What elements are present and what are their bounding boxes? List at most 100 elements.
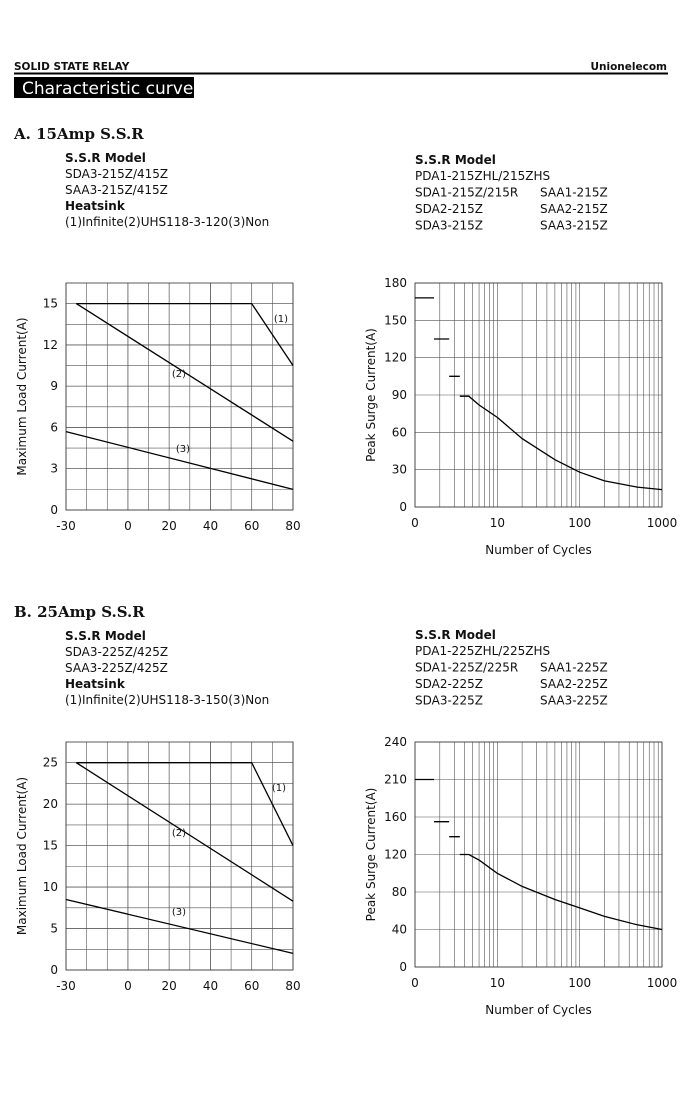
series-label: (3) [176, 444, 190, 455]
x-tick-label: -30 [56, 519, 76, 533]
model-label: S.S.R Model [415, 153, 496, 167]
x-tick-label: 1000 [647, 516, 678, 530]
model: PDA1-225ZHL/225ZHS [415, 644, 550, 658]
y-axis-label: Maximum Load Current(A) [15, 317, 29, 475]
plot-frame [414, 741, 663, 968]
x-tick-label: -30 [56, 979, 76, 993]
brand: Unionelecom [590, 61, 667, 73]
plot-frame [65, 741, 294, 971]
x-tick-label: 10 [490, 516, 505, 530]
y-tick-label: 15 [43, 297, 58, 311]
y-tick-label: 0 [50, 503, 58, 517]
series-line [65, 430, 294, 491]
heatsink-label: Heatsink [65, 199, 126, 213]
model-label: S.S.R Model [65, 629, 146, 643]
model: SAA2-215Z [540, 202, 608, 216]
x-tick-label: 20 [162, 979, 177, 993]
y-tick-label: 9 [50, 379, 58, 393]
plot-frame [65, 282, 294, 511]
y-tick-label: 0 [399, 960, 407, 974]
heatsink-label: Heatsink [65, 677, 126, 691]
y-tick-label: 0 [50, 963, 58, 977]
series-line [65, 898, 294, 955]
x-tick-label: 40 [203, 979, 218, 993]
y-tick-label: 210 [384, 773, 407, 787]
y-tick-label: 60 [392, 425, 407, 439]
x-tick-label: 0 [124, 519, 132, 533]
series-label: (1) [272, 783, 286, 794]
model: SDA2-225Z [415, 677, 483, 691]
y-tick-label: 120 [384, 351, 407, 365]
y-tick-label: 180 [384, 276, 407, 290]
doc-subtitle: SOLID STATE RELAY [14, 61, 130, 73]
series-line [415, 297, 663, 491]
x-tick-label: 100 [568, 976, 591, 990]
series-label: (2) [172, 828, 186, 839]
y-axis-label: Peak Surge Current(A) [364, 328, 378, 462]
y-tick-label: 10 [43, 880, 58, 894]
y-tick-label: 160 [384, 810, 407, 824]
x-axis-label: Number of Cycles [485, 1003, 591, 1017]
model: SAA3-215Z/415Z [65, 183, 168, 197]
doc-title: Characteristic curve [22, 79, 193, 99]
y-tick-label: 150 [384, 313, 407, 327]
model: SDA3-215Z [415, 219, 483, 233]
model: PDA1-215ZHL/215ZHS [415, 169, 550, 183]
heatsink: (1)Infinite(2)UHS118-3-120(3)Non [65, 215, 269, 229]
series-line [76, 302, 294, 366]
model: SAA1-215Z [540, 186, 608, 200]
x-tick-label: 10 [490, 976, 505, 990]
model: SAA2-225Z [540, 677, 608, 691]
model: SAA1-225Z [540, 661, 608, 675]
series-line [75, 762, 294, 902]
x-tick-label: 0 [411, 976, 419, 990]
x-tick-label: 1000 [647, 976, 678, 990]
series-line [75, 303, 294, 442]
series-label: (3) [172, 907, 186, 918]
x-tick-label: 0 [411, 516, 419, 530]
y-tick-label: 90 [392, 388, 407, 402]
y-tick-label: 15 [43, 839, 58, 853]
y-tick-label: 120 [384, 848, 407, 862]
x-tick-label: 60 [244, 979, 259, 993]
y-tick-label: 6 [50, 420, 58, 434]
section-title: A. 15Amp S.S.R [13, 125, 144, 143]
title-box [14, 77, 194, 98]
y-axis-label: Maximum Load Current(A) [15, 777, 29, 935]
series-label: (1) [274, 314, 288, 325]
y-tick-label: 20 [43, 797, 58, 811]
model: SDA2-215Z [415, 202, 483, 216]
x-tick-label: 60 [244, 519, 259, 533]
x-axis-label: Number of Cycles [485, 543, 591, 557]
y-tick-label: 25 [43, 756, 58, 770]
plot-frame [414, 282, 663, 508]
model: SAA3-215Z [540, 219, 608, 233]
model: SDA1-225Z/225R [415, 661, 518, 675]
x-tick-label: 100 [568, 516, 591, 530]
x-tick-label: 0 [124, 979, 132, 993]
x-tick-label: 40 [203, 519, 218, 533]
y-tick-label: 80 [392, 885, 407, 899]
x-tick-label: 80 [285, 519, 300, 533]
model: SAA3-225Z [540, 694, 608, 708]
model: SDA3-225Z/425Z [65, 645, 168, 659]
y-tick-label: 40 [392, 923, 407, 937]
y-axis-label: Peak Surge Current(A) [364, 788, 378, 922]
y-tick-label: 12 [43, 338, 58, 352]
model-label: S.S.R Model [65, 151, 146, 165]
y-tick-label: 3 [50, 462, 58, 476]
model: SDA1-215Z/215R [415, 186, 518, 200]
model: SAA3-225Z/425Z [65, 661, 168, 675]
section-title: B. 25Amp S.S.R [14, 603, 145, 621]
heatsink: (1)Infinite(2)UHS118-3-150(3)Non [65, 693, 269, 707]
model: SDA3-225Z [415, 694, 483, 708]
series-line [76, 762, 294, 846]
y-tick-label: 30 [392, 463, 407, 477]
y-tick-label: 0 [399, 500, 407, 514]
model: SDA3-215Z/415Z [65, 167, 168, 181]
y-tick-label: 5 [50, 922, 58, 936]
model-label: S.S.R Model [415, 628, 496, 642]
y-tick-label: 240 [384, 735, 407, 749]
